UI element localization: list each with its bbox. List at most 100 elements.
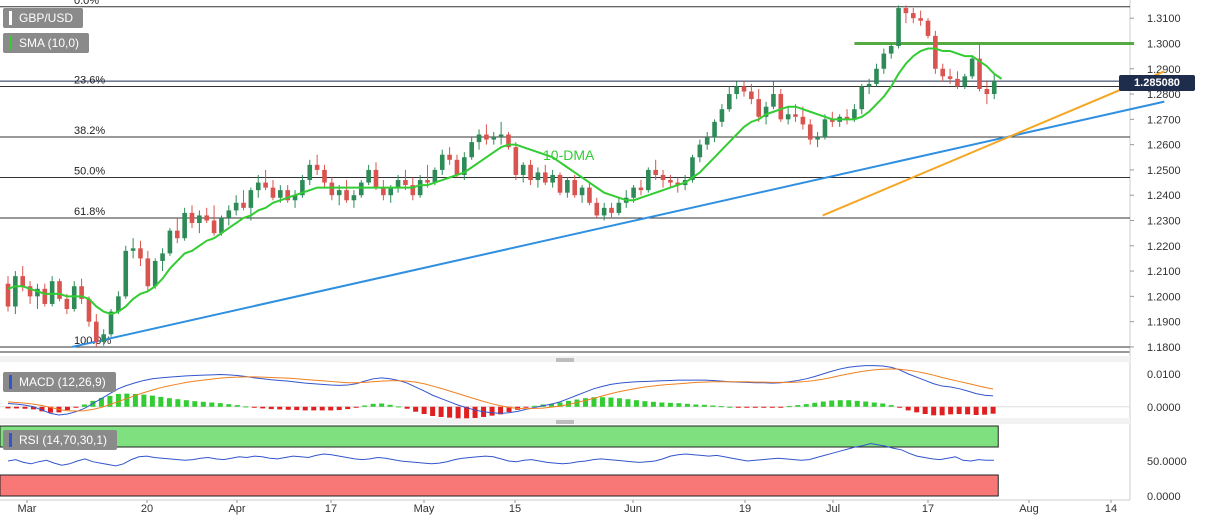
macd-histogram-bar <box>965 406 971 415</box>
macd-histogram-bar <box>115 393 121 407</box>
macd-histogram-bar <box>30 406 36 410</box>
candle-body <box>167 230 173 254</box>
candle-body <box>322 169 327 183</box>
candle-body <box>35 288 40 297</box>
macd-histogram-bar <box>209 402 215 407</box>
macd-histogram-bar <box>973 406 979 415</box>
current-price-tag: 1.285080 <box>1119 75 1195 91</box>
y-tick-label: 1.1800 <box>1147 342 1181 354</box>
macd-histogram-bar <box>532 405 538 407</box>
macd-histogram-bar <box>438 406 444 417</box>
candle-body <box>439 154 445 170</box>
macd-swatch <box>9 375 12 389</box>
macd-histogram-bar <box>752 406 758 408</box>
candle-body <box>344 190 349 201</box>
fib-level-label: 23.6% <box>74 74 105 86</box>
rsi-indicator-label[interactable]: RSI (14,70,30,1) <box>3 430 118 450</box>
candle-body <box>550 174 555 183</box>
candle-body <box>616 202 622 213</box>
candle-body <box>969 58 975 77</box>
macd-histogram-bar <box>107 395 113 407</box>
candle-body <box>565 180 570 193</box>
candle-body <box>255 182 261 191</box>
candle-body <box>79 286 84 299</box>
candle-body <box>793 114 798 117</box>
candle-body <box>704 137 710 145</box>
candle-body <box>204 215 210 221</box>
macd-histogram-bar <box>650 401 656 407</box>
candle-body <box>138 248 143 259</box>
macd-histogram-bar <box>718 406 724 408</box>
macd-histogram-bar <box>285 406 291 410</box>
candle-body <box>307 164 313 181</box>
macd-histogram-bar <box>990 406 996 414</box>
candle-body <box>403 180 408 186</box>
macd-histogram-bar <box>744 406 750 408</box>
x-tick-label: Jul <box>826 503 840 515</box>
macd-histogram-bar <box>659 402 665 407</box>
candle-body <box>57 281 62 299</box>
candle-body <box>888 45 894 54</box>
macd-histogram-bar <box>455 406 461 419</box>
y-tick-label: 1.2900 <box>1147 64 1181 76</box>
macd-histogram-bar <box>311 406 317 411</box>
candle-body <box>432 169 438 183</box>
candle-body <box>388 187 394 196</box>
macd-histogram-bar <box>735 406 741 408</box>
macd-histogram-bar <box>846 400 852 407</box>
symbol-label[interactable]: GBP/USD <box>3 8 84 28</box>
macd-histogram-bar <box>319 406 325 411</box>
macd-histogram-bar <box>421 406 427 415</box>
candle-body <box>925 20 931 36</box>
sma-indicator-label[interactable]: SMA (10,0) <box>3 33 90 53</box>
candle-body <box>123 250 129 297</box>
macd-histogram-bar <box>251 406 257 408</box>
candle-body <box>771 94 776 107</box>
candle-body <box>631 187 636 198</box>
y-tick-label: 1.3100 <box>1147 13 1181 25</box>
macd-histogram-bar <box>591 397 597 407</box>
candle-body <box>594 202 600 216</box>
macd-histogram-bar <box>837 400 843 407</box>
candle-body <box>940 68 946 77</box>
candle-body <box>815 137 820 140</box>
macd-histogram-bar <box>701 404 707 407</box>
candle-body <box>749 91 754 100</box>
candle-body <box>675 182 681 186</box>
candle-body <box>638 187 644 191</box>
macd-histogram-bar <box>616 398 622 407</box>
rsi-overbought-band <box>0 425 999 448</box>
x-tick-label: Aug <box>1019 503 1039 515</box>
y-tick-label: 1.2700 <box>1147 114 1181 126</box>
macd-histogram-bar <box>676 403 682 407</box>
sma-indicator-label-text: SMA (10,0) <box>19 36 80 50</box>
candle-body <box>844 116 850 120</box>
candle-body <box>285 190 290 201</box>
macd-histogram-bar <box>302 406 308 411</box>
candle-body <box>329 182 335 196</box>
candle-body <box>513 147 519 175</box>
macd-histogram-bar <box>599 397 605 407</box>
macd-histogram-bar <box>829 400 835 407</box>
candle-body <box>241 202 246 208</box>
macd-indicator-label[interactable]: MACD (12,26,9) <box>3 372 116 392</box>
macd-histogram-bar <box>506 406 512 413</box>
candle-body <box>587 187 592 203</box>
macd-histogram-bar <box>523 406 529 408</box>
candle-body <box>741 86 747 92</box>
x-tick-label: May <box>414 503 435 515</box>
candle-body <box>763 106 769 117</box>
candle-body <box>5 283 11 307</box>
macd-histogram-bar <box>786 406 792 408</box>
sma-line <box>7 47 1003 316</box>
y-tick-label: 1.2100 <box>1147 266 1181 278</box>
candle-body <box>233 202 239 211</box>
candle-body <box>462 157 467 175</box>
macd-histogram-bar <box>200 401 206 407</box>
x-tick-label: 15 <box>509 503 521 515</box>
macd-histogram-bar <box>396 406 402 408</box>
macd-histogram-bar <box>294 406 300 411</box>
macd-histogram-bar <box>727 406 733 408</box>
candle-body <box>182 212 187 239</box>
